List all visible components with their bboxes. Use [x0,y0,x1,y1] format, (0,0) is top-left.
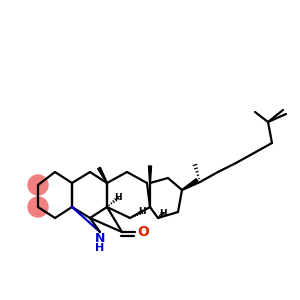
Text: H: H [95,243,105,253]
Text: H: H [159,208,167,217]
Text: H: H [114,194,122,202]
Polygon shape [182,179,198,190]
Polygon shape [148,166,152,183]
Circle shape [28,197,48,217]
Text: H: H [138,208,146,217]
Polygon shape [98,167,107,183]
Text: O: O [137,225,149,239]
Circle shape [28,175,48,195]
Text: N: N [95,232,105,245]
